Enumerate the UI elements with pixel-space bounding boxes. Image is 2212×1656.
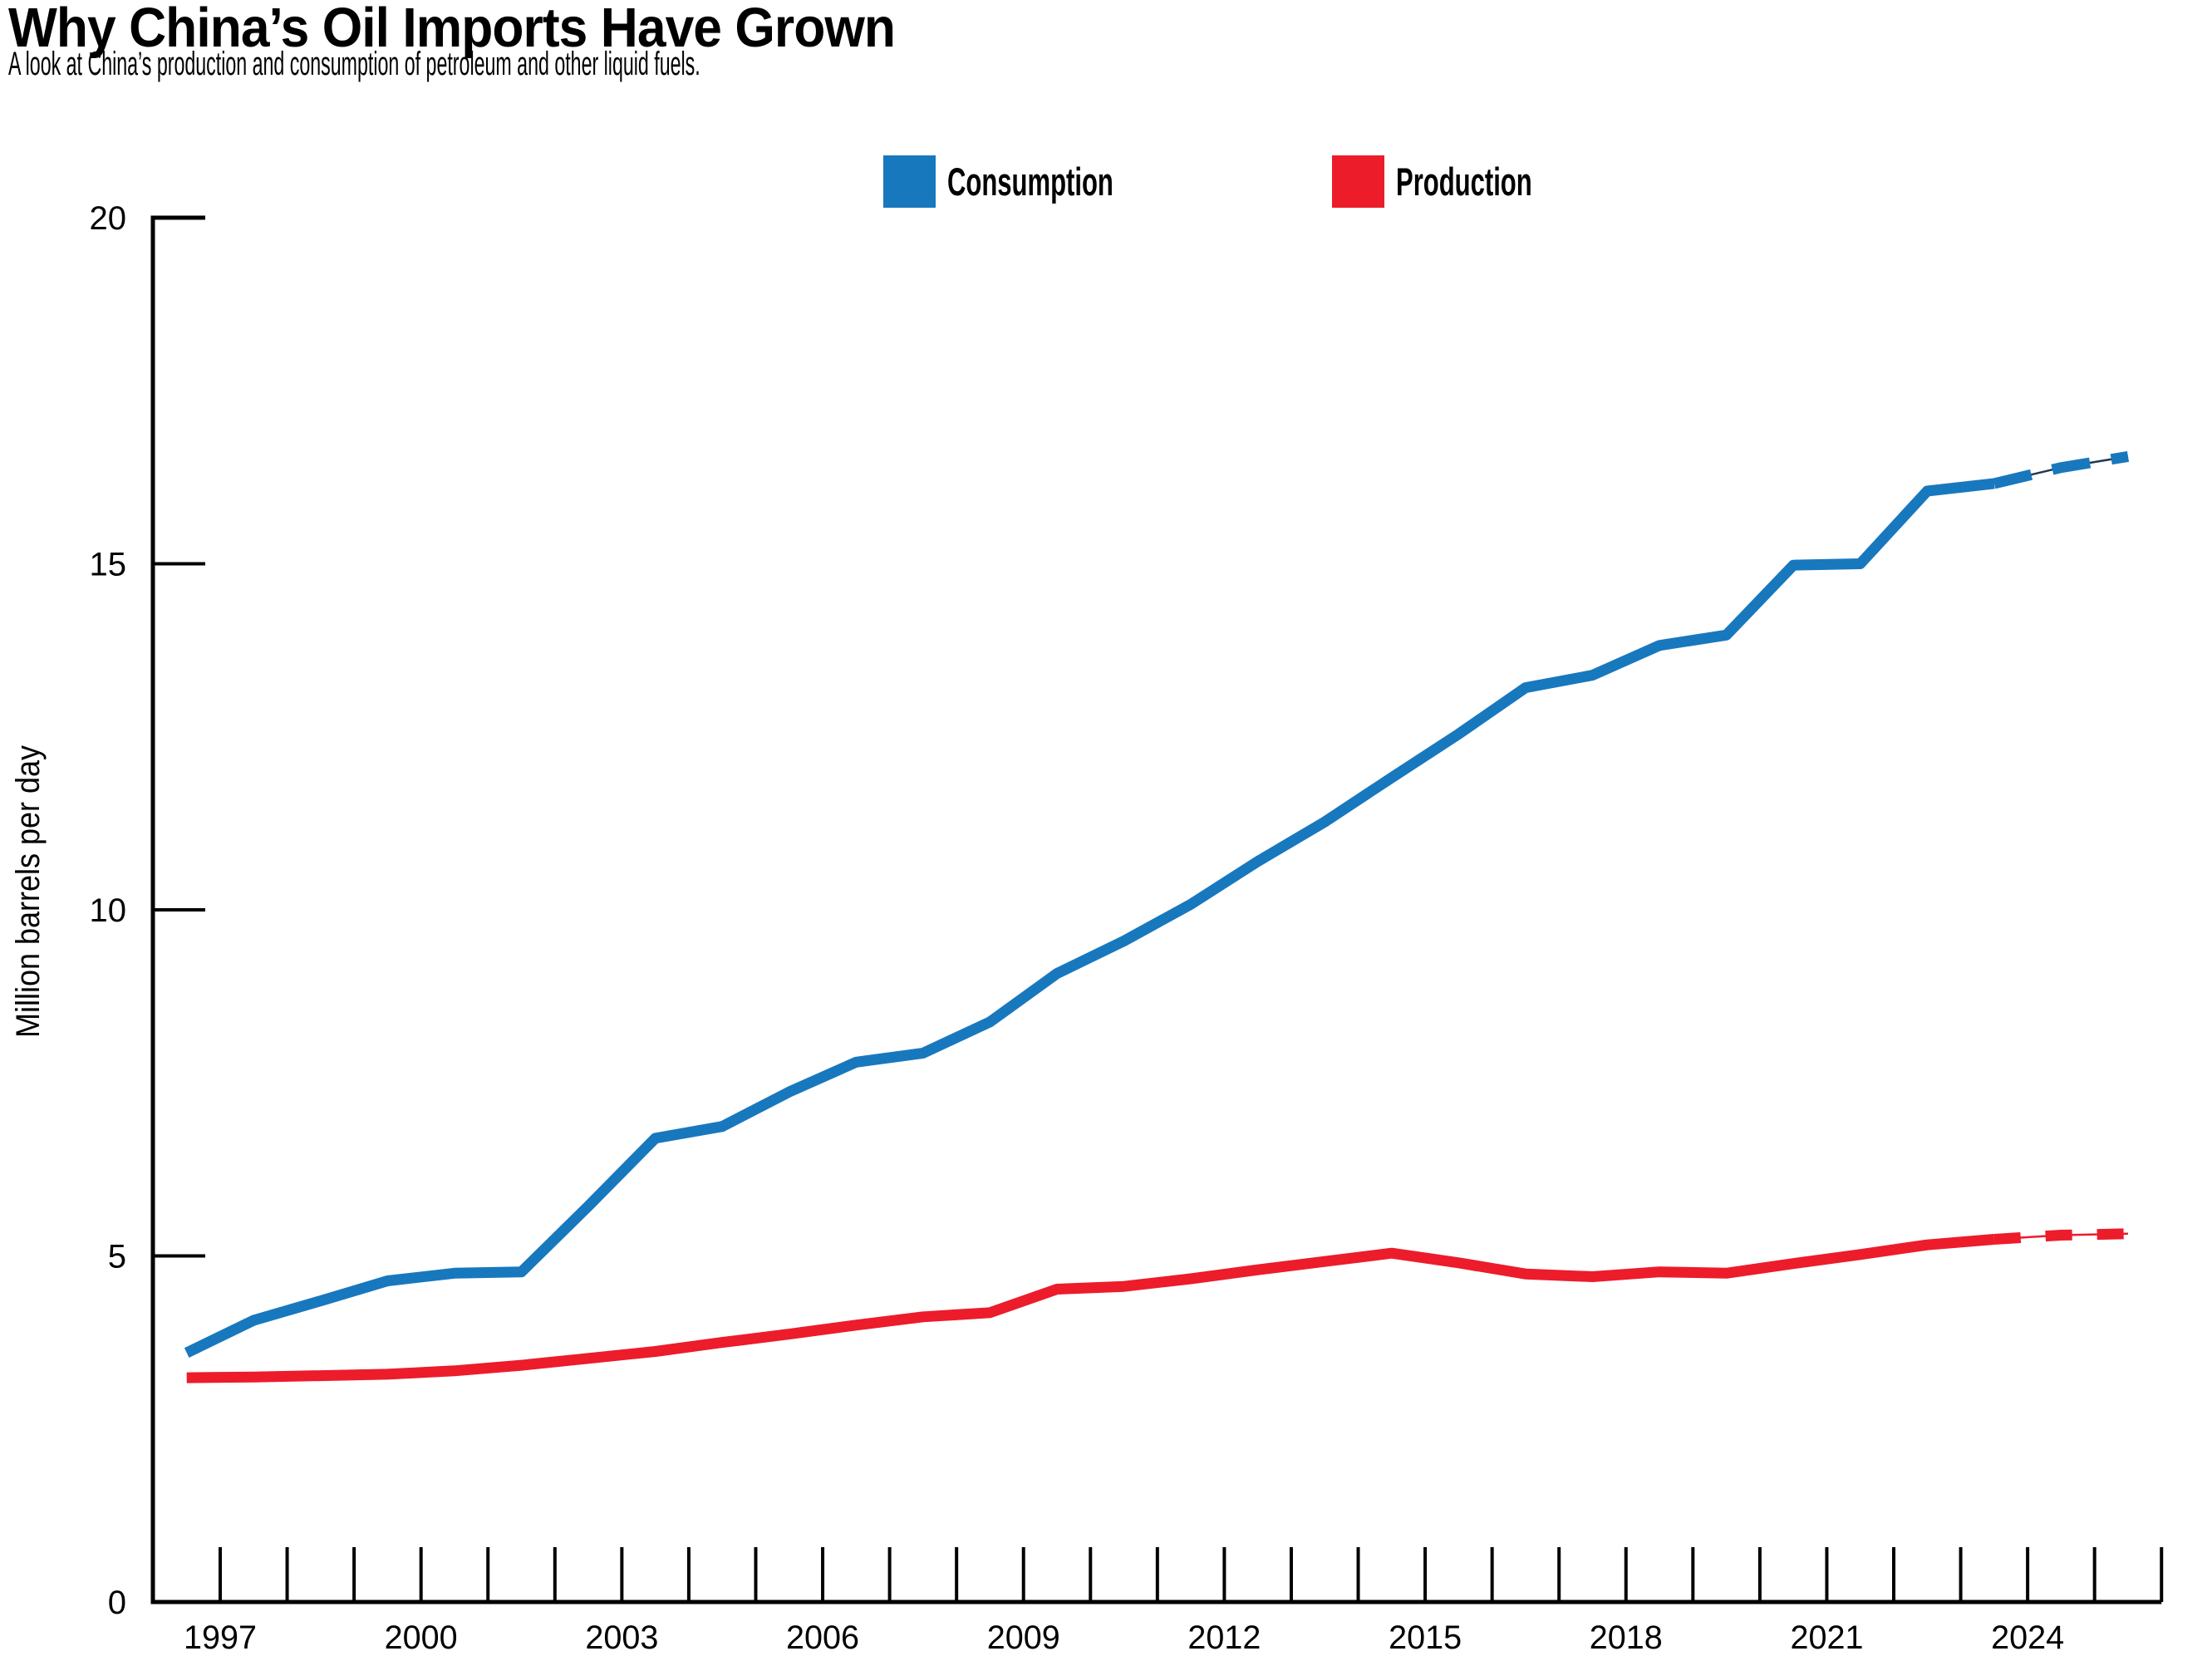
page-title: Why China’s Oil Imports Have Grown bbox=[8, 0, 896, 59]
axis-line bbox=[150, 215, 2162, 1604]
consumption-line bbox=[184, 478, 1995, 1358]
y-tick-label: 20 bbox=[90, 200, 127, 237]
y-tick-label: 5 bbox=[108, 1239, 126, 1275]
legend: Consumption Production bbox=[883, 155, 1602, 208]
legend-label-production: Production bbox=[1395, 160, 1532, 204]
legend-swatch-consumption bbox=[883, 155, 936, 208]
x-tick-label: 2021 bbox=[1790, 1619, 1863, 1656]
y-tick-label: 10 bbox=[90, 892, 127, 929]
x-tick-label: 2012 bbox=[1187, 1619, 1261, 1656]
y-axis-title: Million barrels per day bbox=[10, 745, 47, 1038]
x-tick-label: 2015 bbox=[1389, 1619, 1462, 1656]
x-tick-label: 2009 bbox=[987, 1619, 1060, 1656]
x-tick-label: 2006 bbox=[786, 1619, 859, 1656]
legend-swatch-production bbox=[1331, 155, 1384, 208]
x-tick-label: 2003 bbox=[585, 1619, 658, 1656]
legend-label-consumption: Consumption bbox=[947, 160, 1113, 204]
y-tick-label: 15 bbox=[90, 547, 127, 583]
legend-item-consumption: Consumption bbox=[883, 155, 1199, 208]
production-line bbox=[186, 1234, 1995, 1383]
x-tick-label: 2000 bbox=[385, 1619, 458, 1656]
x-tick-label: 2024 bbox=[1991, 1619, 2064, 1656]
legend-item-production: Production bbox=[1331, 155, 1602, 208]
page-subtitle: A look at China’s production and consump… bbox=[8, 46, 700, 82]
production-line-forecast bbox=[1993, 1228, 2129, 1245]
x-tick-label: 2018 bbox=[1590, 1619, 1663, 1656]
y-tick-label: 0 bbox=[108, 1585, 126, 1621]
consumption-line-forecast bbox=[1993, 450, 2130, 489]
x-tick-label: 1997 bbox=[184, 1619, 257, 1656]
